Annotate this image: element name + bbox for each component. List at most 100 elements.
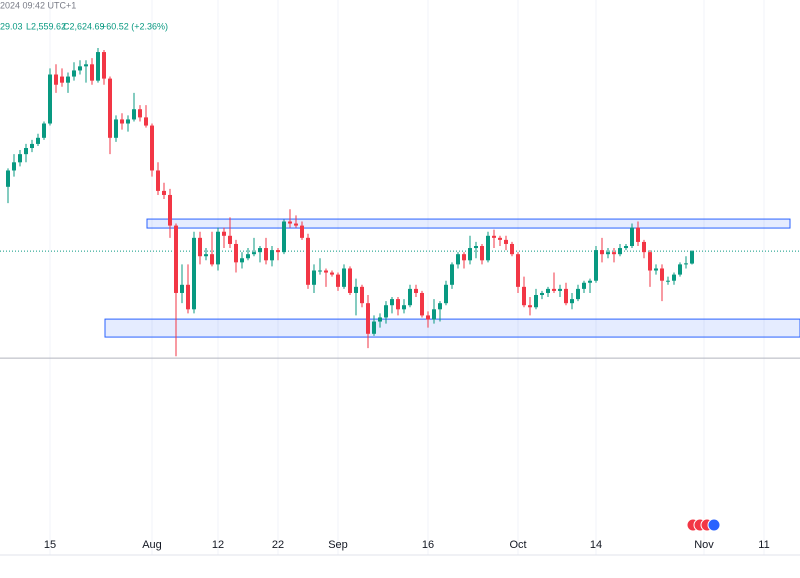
candle-body [462, 254, 466, 261]
candle-body [426, 315, 430, 320]
candle-body [342, 268, 346, 287]
candle-body [246, 254, 250, 259]
candle-body [48, 74, 52, 124]
candle-body [12, 162, 16, 171]
x-tick-label: 22 [272, 539, 284, 551]
candle-body [690, 251, 694, 264]
candle-body [210, 254, 214, 265]
candle-body [372, 321, 376, 334]
x-tick-label: Aug [142, 539, 162, 551]
candle-body [414, 288, 418, 293]
candle-body [144, 117, 148, 126]
candle-body [654, 268, 658, 271]
candle-body [642, 241, 646, 253]
candle-body [108, 78, 112, 138]
candle-body [432, 309, 436, 320]
candle-body [648, 252, 652, 271]
candle-body [522, 286, 526, 306]
candle-body [504, 239, 508, 244]
candle-body [684, 263, 688, 265]
candle-body [636, 227, 640, 242]
candle-body [168, 194, 172, 226]
x-tick-label: 11 [758, 539, 769, 551]
candle-body [402, 305, 406, 310]
candle-body [288, 221, 292, 224]
candle-body [186, 284, 190, 310]
candle-body [384, 305, 388, 318]
candle-body [582, 282, 586, 289]
zones [0, 218, 800, 359]
candle-body [558, 288, 562, 291]
candle-body [90, 64, 94, 81]
x-axis: 15 Aug 12 22 Sep 16 Oct 14 Nov 11 [44, 539, 770, 551]
candle-body [336, 274, 340, 287]
candle-body [294, 223, 298, 226]
x-tick-label: 12 [212, 539, 224, 551]
candle-body [66, 76, 70, 83]
candle-body [660, 268, 664, 281]
price-zone [146, 218, 791, 229]
candle-body [366, 303, 370, 334]
candle-body [222, 231, 226, 236]
candle-body [324, 270, 328, 273]
candle-body [588, 280, 592, 283]
candle-body [486, 235, 490, 261]
event-icons[interactable] [686, 518, 721, 532]
candle-body [498, 237, 502, 240]
candle-body [408, 288, 412, 306]
candle-body [36, 137, 40, 144]
candle-body [96, 52, 100, 81]
x-tick-label: Sep [328, 539, 348, 551]
candle-body [120, 119, 124, 124]
candle-body [570, 299, 574, 304]
candle-body [84, 64, 88, 67]
candle-body [480, 246, 484, 261]
candle-body [330, 272, 334, 275]
candle-body [264, 248, 268, 261]
candle-body [552, 288, 556, 291]
candle-body [546, 288, 550, 293]
candle-body [282, 221, 286, 253]
candle-body [360, 286, 364, 304]
candle-body [672, 274, 676, 281]
candle-body [72, 70, 76, 77]
candle-body [456, 254, 460, 265]
candle-body [624, 246, 628, 249]
candle-body [318, 270, 322, 272]
candle-body [510, 243, 514, 255]
candle-body [150, 125, 154, 171]
candle-body [132, 109, 136, 120]
candle-body [60, 76, 64, 83]
candle-body [306, 237, 310, 285]
candle-body [438, 303, 442, 310]
candle-body [618, 248, 622, 255]
candle-body [378, 317, 382, 322]
candle-body [138, 109, 142, 118]
header-close: C2,624.69 [63, 21, 105, 31]
candle-body [576, 288, 580, 300]
x-tick-label: Oct [509, 539, 526, 551]
candle-body [528, 305, 532, 308]
candle-body [594, 250, 598, 281]
candle-body [204, 254, 208, 257]
candle-body [420, 292, 424, 316]
candle-body [228, 235, 232, 244]
candle-body [192, 237, 196, 310]
event-icon[interactable] [707, 518, 721, 532]
candle-body [78, 66, 82, 71]
candle-body [114, 119, 118, 138]
candle-body [156, 170, 160, 191]
candle-body [678, 264, 682, 275]
candle-body [276, 250, 280, 253]
candles [6, 47, 694, 357]
candle-body [600, 250, 604, 255]
candle-body [312, 270, 316, 285]
candle-body [390, 299, 394, 306]
candle-body [18, 154, 22, 163]
candle-body [468, 248, 472, 261]
candle-body [42, 123, 46, 138]
candle-body [396, 299, 400, 310]
candle-body [666, 280, 670, 282]
header-low: L2,559.62 [26, 21, 66, 31]
